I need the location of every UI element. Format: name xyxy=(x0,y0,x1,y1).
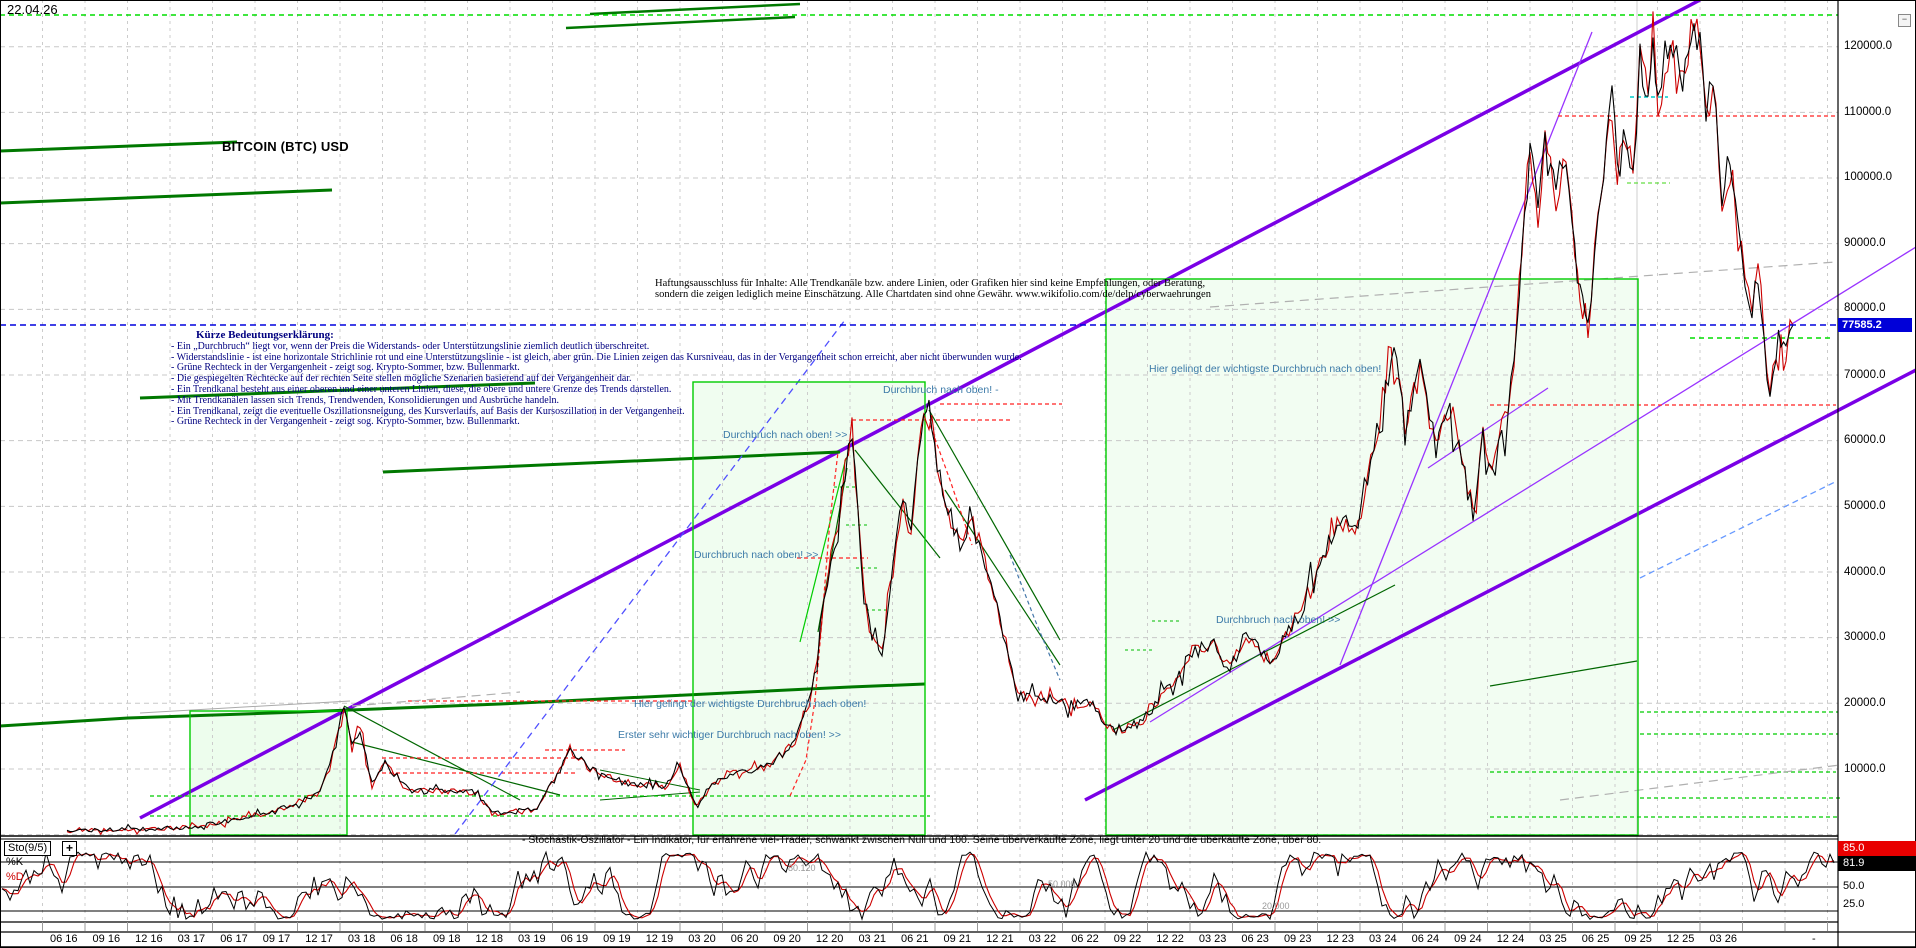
percent-k-label: %K xyxy=(6,856,24,868)
price-axis-label-5: 80000.0 xyxy=(1844,302,1886,314)
breakout-annotation-7: Erster sehr wichtiger Durchbruch nach ob… xyxy=(618,729,841,741)
price-axis-label-8: 50000.0 xyxy=(1844,500,1886,512)
legend-line-8: - Grüne Rechteck in der Vergangenheit - … xyxy=(171,416,520,428)
stochastic-mid-level-label: 50.0 xyxy=(1843,880,1865,892)
time-axis-label-32: 03 24 xyxy=(1369,933,1397,945)
date-label: 22.04.26 xyxy=(7,2,58,17)
time-axis-label-8: 03 18 xyxy=(347,933,376,945)
price-axis-label-7: 60000.0 xyxy=(1844,434,1886,446)
collapse-pane-icon[interactable]: − xyxy=(1898,14,1911,27)
time-axis-label-37: 06 25 xyxy=(1581,933,1610,945)
time-axis-label-16: 03 20 xyxy=(688,933,716,945)
legend-line-3: - Grüne Rechteck in der Vergangenheit - … xyxy=(171,362,520,374)
time-axis-label-5: 06 17 xyxy=(220,933,248,945)
time-axis-label-12: 03 19 xyxy=(518,933,546,945)
time-axis-label-30: 09 23 xyxy=(1283,933,1312,945)
current-price-badge: 77585.2 xyxy=(1838,318,1912,332)
disclaimer-line2: sondern die zeigen lediglich meine Einsc… xyxy=(655,288,1211,300)
time-axis-label-25: 06 22 xyxy=(1071,933,1099,945)
time-axis-label-34: 09 24 xyxy=(1454,933,1482,945)
disclaimer-line1: Haftungsausschluss für Inhalte: Alle Tre… xyxy=(655,278,1206,289)
legend-line-1: - Ein „Durchbruch“ liegt vor, wenn der P… xyxy=(171,340,650,352)
time-axis-label-14: 09 19 xyxy=(603,933,631,945)
price-axis-label-10: 30000.0 xyxy=(1844,631,1886,643)
time-axis-label-27: 12 22 xyxy=(1156,933,1184,945)
price-axis-label-1: 120000.0 xyxy=(1844,40,1892,52)
time-axis-label-7: 12 17 xyxy=(305,933,333,945)
price-axis-label-2: 110000.0 xyxy=(1844,106,1892,118)
legend-line-4: - Die gespiegelten Rechtecke auf der rec… xyxy=(171,373,632,385)
legend-line-6: - Mit Trendkanälen lassen sich Trends, T… xyxy=(171,394,560,406)
time-axis-label-11: 12 18 xyxy=(475,933,504,945)
oscillator-description: - Stochastik-Oszillator - Ein Indikator,… xyxy=(522,834,1322,846)
breakout-annotation-5: Durchbruch nach oben! >> xyxy=(1216,614,1341,626)
time-axis-label-19: 12 20 xyxy=(815,933,844,945)
time-axis-label-39: 12 25 xyxy=(1666,933,1695,945)
legend-line-2: - Widerstandslinie - ist eine horizontal… xyxy=(171,351,1022,363)
time-axis-label-15: 12 19 xyxy=(645,933,674,945)
breakout-annotation-1: Durchbruch nach oben! >> xyxy=(723,429,848,441)
gray-value-label-2: 50.000 xyxy=(1048,879,1076,889)
time-axis-label-1: 06 16 xyxy=(50,933,78,945)
time-axis-label-20: 03 21 xyxy=(858,933,886,945)
time-axis-label-9: 06 18 xyxy=(390,933,418,945)
price-axis-label-9: 40000.0 xyxy=(1844,566,1886,578)
percent-d-label: %D xyxy=(6,871,24,883)
gray-value-label-3: 20.000 xyxy=(1262,901,1290,911)
price-axis-label-11: 20000.0 xyxy=(1844,697,1886,709)
time-axis-label-26: 09 22 xyxy=(1113,933,1142,945)
breakout-annotation-3: Durchbruch nach oben! - xyxy=(883,384,999,396)
chart-title: BITCOIN (BTC) USD xyxy=(222,139,349,154)
time-axis-label-29: 06 23 xyxy=(1241,933,1269,945)
breakout-annotation-4: Hier gelingt der wichtigste Durchbruch n… xyxy=(1149,363,1382,375)
time-axis-label-38: 09 25 xyxy=(1624,933,1652,945)
x-axis-end-label: - xyxy=(1812,933,1816,945)
legend-line-7: - Ein Trendkanal, zeigt die eventuelle O… xyxy=(171,405,685,417)
time-axis-label-24: 03 22 xyxy=(1028,933,1057,945)
time-axis-label-36: 03 25 xyxy=(1539,933,1567,945)
price-axis-label-4: 90000.0 xyxy=(1844,237,1886,249)
legend-block: Kürze Bedeutungserklärung: - Ein „Durchb… xyxy=(171,330,1022,428)
time-axis-label-3: 12 16 xyxy=(135,933,163,945)
breakout-annotation-2: Durchbruch nach oben! >> xyxy=(694,549,819,561)
time-axis-label-21: 06 21 xyxy=(901,933,929,945)
time-axis-label-28: 03 23 xyxy=(1198,933,1227,945)
time-axis-label-10: 09 18 xyxy=(432,933,461,945)
time-axis-label-35: 12 24 xyxy=(1496,933,1525,945)
price-axis-label-12: 10000.0 xyxy=(1844,763,1886,775)
time-axis-label-6: 09 17 xyxy=(262,933,291,945)
time-axis-label-23: 12 21 xyxy=(986,933,1014,945)
time-axis-label-33: 06 24 xyxy=(1411,933,1440,945)
legend-line-5: - Ein Trendkanal besteht aus einer obere… xyxy=(171,383,672,395)
disclaimer-text: Haftungsausschluss für Inhalte: Alle Tre… xyxy=(655,278,1211,300)
time-axis-label-22: 09 21 xyxy=(943,933,972,945)
time-axis-label-40: 03 26 xyxy=(1709,933,1737,945)
time-axis-label-17: 06 20 xyxy=(730,933,759,945)
price-axis-label-3: 100000.0 xyxy=(1844,171,1892,183)
legend-heading: Kürze Bedeutungserklärung: xyxy=(196,329,334,341)
time-axis-label-13: 06 19 xyxy=(560,933,589,945)
stochastic-low-level-label: 25.0 xyxy=(1843,898,1865,910)
stochastic-k-value-badge: 81.9 xyxy=(1838,856,1916,871)
time-axis-label-18: 09 20 xyxy=(773,933,801,945)
time-axis-label-2: 09 16 xyxy=(92,933,121,945)
stochastic-d-value-badge: 85.0 xyxy=(1838,841,1916,856)
breakout-annotation-6: Hier gelingt der wichtigste Durchbruch n… xyxy=(634,698,867,710)
gray-value-label-1: 80.120 xyxy=(788,863,816,873)
time-axis-label-4: 03 17 xyxy=(177,933,206,945)
time-axis-label-31: 12 23 xyxy=(1326,933,1355,945)
price-axis-label-6: 70000.0 xyxy=(1844,369,1886,381)
stochastic-indicator-label[interactable]: Sto(9/5) xyxy=(4,841,52,856)
add-indicator-button[interactable]: + xyxy=(62,841,77,856)
